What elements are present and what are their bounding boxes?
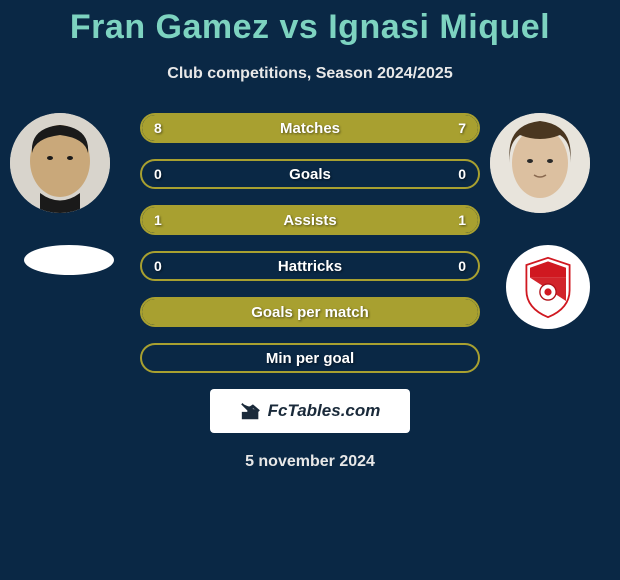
stat-value-right: 0 — [458, 258, 466, 274]
subtitle: Club competitions, Season 2024/2025 — [0, 47, 620, 83]
stat-row: Goals per match — [140, 297, 480, 327]
stat-row: 0 0 Goals — [140, 159, 480, 189]
player-left-face-icon — [10, 113, 110, 213]
stat-label: Goals — [289, 166, 331, 183]
stat-row: 0 0 Hattricks — [140, 251, 480, 281]
stats-list: 8 7 Matches 0 0 Goals 1 1 Assists 0 0 Hattricks Goal… — [140, 113, 480, 373]
stat-row: 8 7 Matches — [140, 113, 480, 143]
stat-row: Min per goal — [140, 343, 480, 373]
comparison-panel: 8 7 Matches 0 0 Goals 1 1 Assists 0 0 Hattricks Goal… — [0, 113, 620, 373]
stat-value-right: 7 — [458, 120, 466, 136]
stat-value-right: 1 — [458, 212, 466, 228]
site-badge[interactable]: FcTables.com — [210, 389, 410, 433]
player-left-avatar — [10, 113, 110, 213]
stat-value-left: 8 — [154, 120, 162, 136]
stat-label: Assists — [283, 212, 336, 229]
date-label: 5 november 2024 — [0, 433, 620, 471]
site-name: FcTables.com — [268, 401, 381, 421]
club-left-placeholder — [24, 245, 114, 275]
stat-value-left: 1 — [154, 212, 162, 228]
club-right-badge — [506, 245, 590, 329]
stat-value-left: 0 — [154, 258, 162, 274]
stat-label: Min per goal — [266, 350, 354, 367]
stat-label: Matches — [280, 120, 340, 137]
chart-icon — [240, 400, 262, 422]
stat-fill-right — [320, 115, 478, 141]
page-title: Fran Gamez vs Ignasi Miquel — [0, 0, 620, 47]
granada-shield-icon — [521, 256, 575, 319]
stat-label: Hattricks — [278, 258, 342, 275]
stat-value-left: 0 — [154, 166, 162, 182]
player-right-face-icon — [490, 113, 590, 213]
stat-value-right: 0 — [458, 166, 466, 182]
stat-row: 1 1 Assists — [140, 205, 480, 235]
stat-label: Goals per match — [251, 304, 369, 321]
player-right-avatar — [490, 113, 590, 213]
